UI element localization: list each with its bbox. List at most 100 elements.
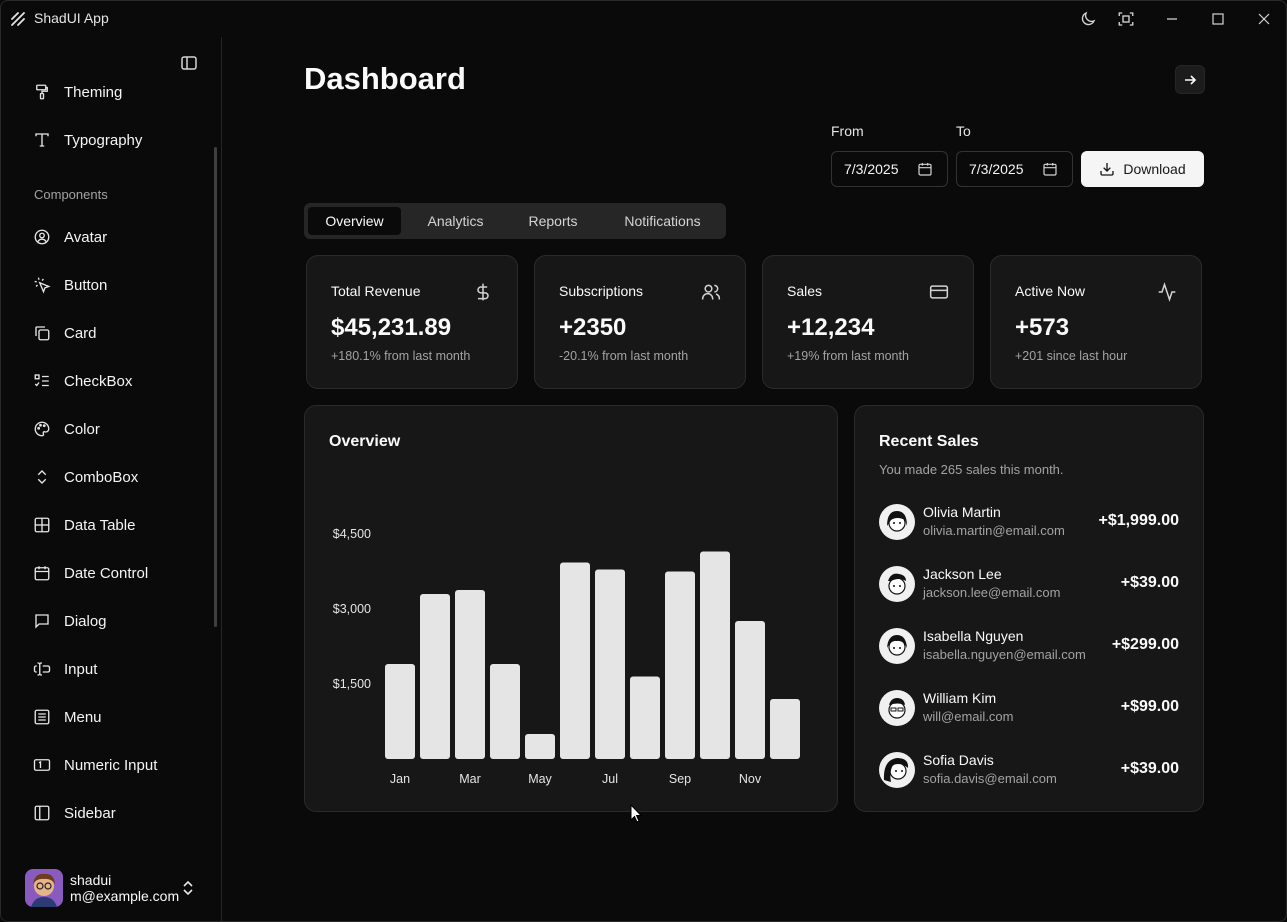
sidebar-item-avatar[interactable]: Avatar [25,219,195,255]
y-tick-label: $1,500 [333,677,371,691]
bar-aug[interactable] [630,676,660,760]
sale-name: William Kim [923,690,997,706]
sidebar-item-sidebar[interactable]: Sidebar [25,795,195,831]
bar-nov[interactable] [735,621,765,759]
stat-card-sales: Sales +12,234 +19% from last month [762,255,974,389]
sidebar-item-button[interactable]: Button [25,267,195,303]
stat-card-total-revenue: Total Revenue $45,231.89 +180.1% from la… [306,255,518,389]
download-label: Download [1123,161,1186,177]
tab-notifications[interactable]: Notifications [624,213,701,229]
stat-delta: +180.1% from last month [331,349,471,363]
bar-may[interactable] [525,734,555,759]
minimize-button[interactable] [1161,9,1183,29]
sidebar-item-label: Button [64,276,108,294]
sidebar-item-label: Sidebar [64,804,116,822]
arrow-right-icon [1185,74,1197,85]
bar-apr[interactable] [490,664,520,759]
theme-toggle-button[interactable] [1077,9,1099,29]
bar-jun[interactable] [560,562,590,760]
paint-roller-icon [33,83,51,101]
sale-amount: +$39.00 [1120,760,1179,777]
calendar-icon[interactable] [1042,161,1058,177]
sale-amount: +$99.00 [1120,698,1179,715]
recent-sales-subtitle: You made 265 sales this month. [879,462,1064,477]
message-square-icon [33,612,51,630]
download-button[interactable]: Download [1081,151,1204,187]
moon-icon [1081,11,1096,26]
panel-left-icon [33,804,51,822]
avatar [25,869,63,907]
tab-analytics[interactable]: Analytics [427,213,484,229]
numeric-input-icon [33,756,51,774]
sidebar-item-label: Input [64,660,98,678]
sidebar-toggle-icon[interactable] [180,54,198,72]
sidebar-item-checkbox[interactable]: CheckBox [25,363,195,399]
chevrons-up-down-icon [183,880,193,896]
x-tick-label: Jul [602,772,618,786]
sidebar-item-label: Theming [64,83,123,101]
screenshot-button[interactable] [1115,9,1137,29]
window-title: ShadUI App [34,10,109,26]
close-icon [1258,13,1270,25]
list-item: Isabella Nguyen isabella.nguyen@email.co… [879,628,1179,668]
sidebar-item-label: Card [64,324,97,342]
stat-value: $45,231.89 [331,314,452,341]
sidebar-item-numeric-input[interactable]: Numeric Input [25,747,195,783]
tab-overview[interactable]: Overview [308,207,401,235]
sidebar-item-typography[interactable]: Typography [25,122,195,158]
bar-oct[interactable] [700,551,730,760]
sale-name: Jackson Lee [923,566,1002,582]
avatar [879,566,915,602]
recent-sales-panel: Recent Sales You made 265 sales this mon… [854,405,1204,812]
users-icon [701,284,721,300]
overview-title: Overview [329,433,401,450]
calendar-icon[interactable] [917,161,933,177]
sidebar-item-combobox[interactable]: ComboBox [25,459,195,495]
sidebar-item-date-control[interactable]: Date Control [25,555,195,591]
sidebar-item-data-table[interactable]: Data Table [25,507,195,543]
stat-title: Subscriptions [559,283,644,299]
forward-button[interactable] [1175,65,1205,94]
page-title: Dashboard [304,61,466,96]
close-button[interactable] [1253,9,1275,29]
tab-reports[interactable]: Reports [528,213,578,229]
grid-icon [33,516,51,534]
list-item: William Kim will@email.com +$99.00 [879,690,1179,730]
stat-title: Active Now [1015,283,1086,299]
list-item: Olivia Martin olivia.martin@email.com +$… [879,504,1179,544]
stat-delta: +201 since last hour [1015,349,1128,363]
activity-icon [1158,282,1176,302]
avatar [879,690,915,726]
avatar [879,752,915,788]
bar-jan[interactable] [385,664,415,759]
pointer-click-icon [33,276,51,294]
mouse-cursor-icon [630,804,642,823]
sidebar-item-color[interactable]: Color [25,411,195,447]
to-date-picker[interactable]: 7/3/2025 [956,151,1073,187]
type-icon [33,131,51,149]
scan-icon [1118,12,1134,26]
bar-mar[interactable] [455,590,485,759]
stat-delta: -20.1% from last month [559,349,689,363]
sidebar-item-theming[interactable]: Theming [25,74,195,110]
stat-title: Total Revenue [331,283,421,299]
sidebar-item-label: Dialog [64,612,107,630]
credit-card-icon [929,285,949,299]
user-menu[interactable]: shadui m@example.com [25,869,205,909]
bar-feb[interactable] [420,594,450,759]
bar-sep[interactable] [665,571,695,760]
from-date-picker[interactable]: 7/3/2025 [831,151,948,187]
sidebar-item-dialog[interactable]: Dialog [25,603,195,639]
bar-dec[interactable] [770,699,800,759]
calendar-icon [33,564,51,582]
maximize-button[interactable] [1207,9,1229,29]
sidebar-item-menu[interactable]: Menu [25,699,195,735]
x-tick-label: May [528,772,552,786]
sidebar-item-input[interactable]: Input [25,651,195,687]
sidebar-scrollbar[interactable] [214,147,217,627]
bar-jul[interactable] [595,569,625,760]
overview-panel: Overview $1,500 $3,000 $4,500 Jan Mar May Jul S… [304,405,838,812]
overview-bar-chart: $1,500 $3,000 $4,500 Jan Mar May Jul Sep Nov [333,527,800,786]
sidebar-item-card[interactable]: Card [25,315,195,351]
